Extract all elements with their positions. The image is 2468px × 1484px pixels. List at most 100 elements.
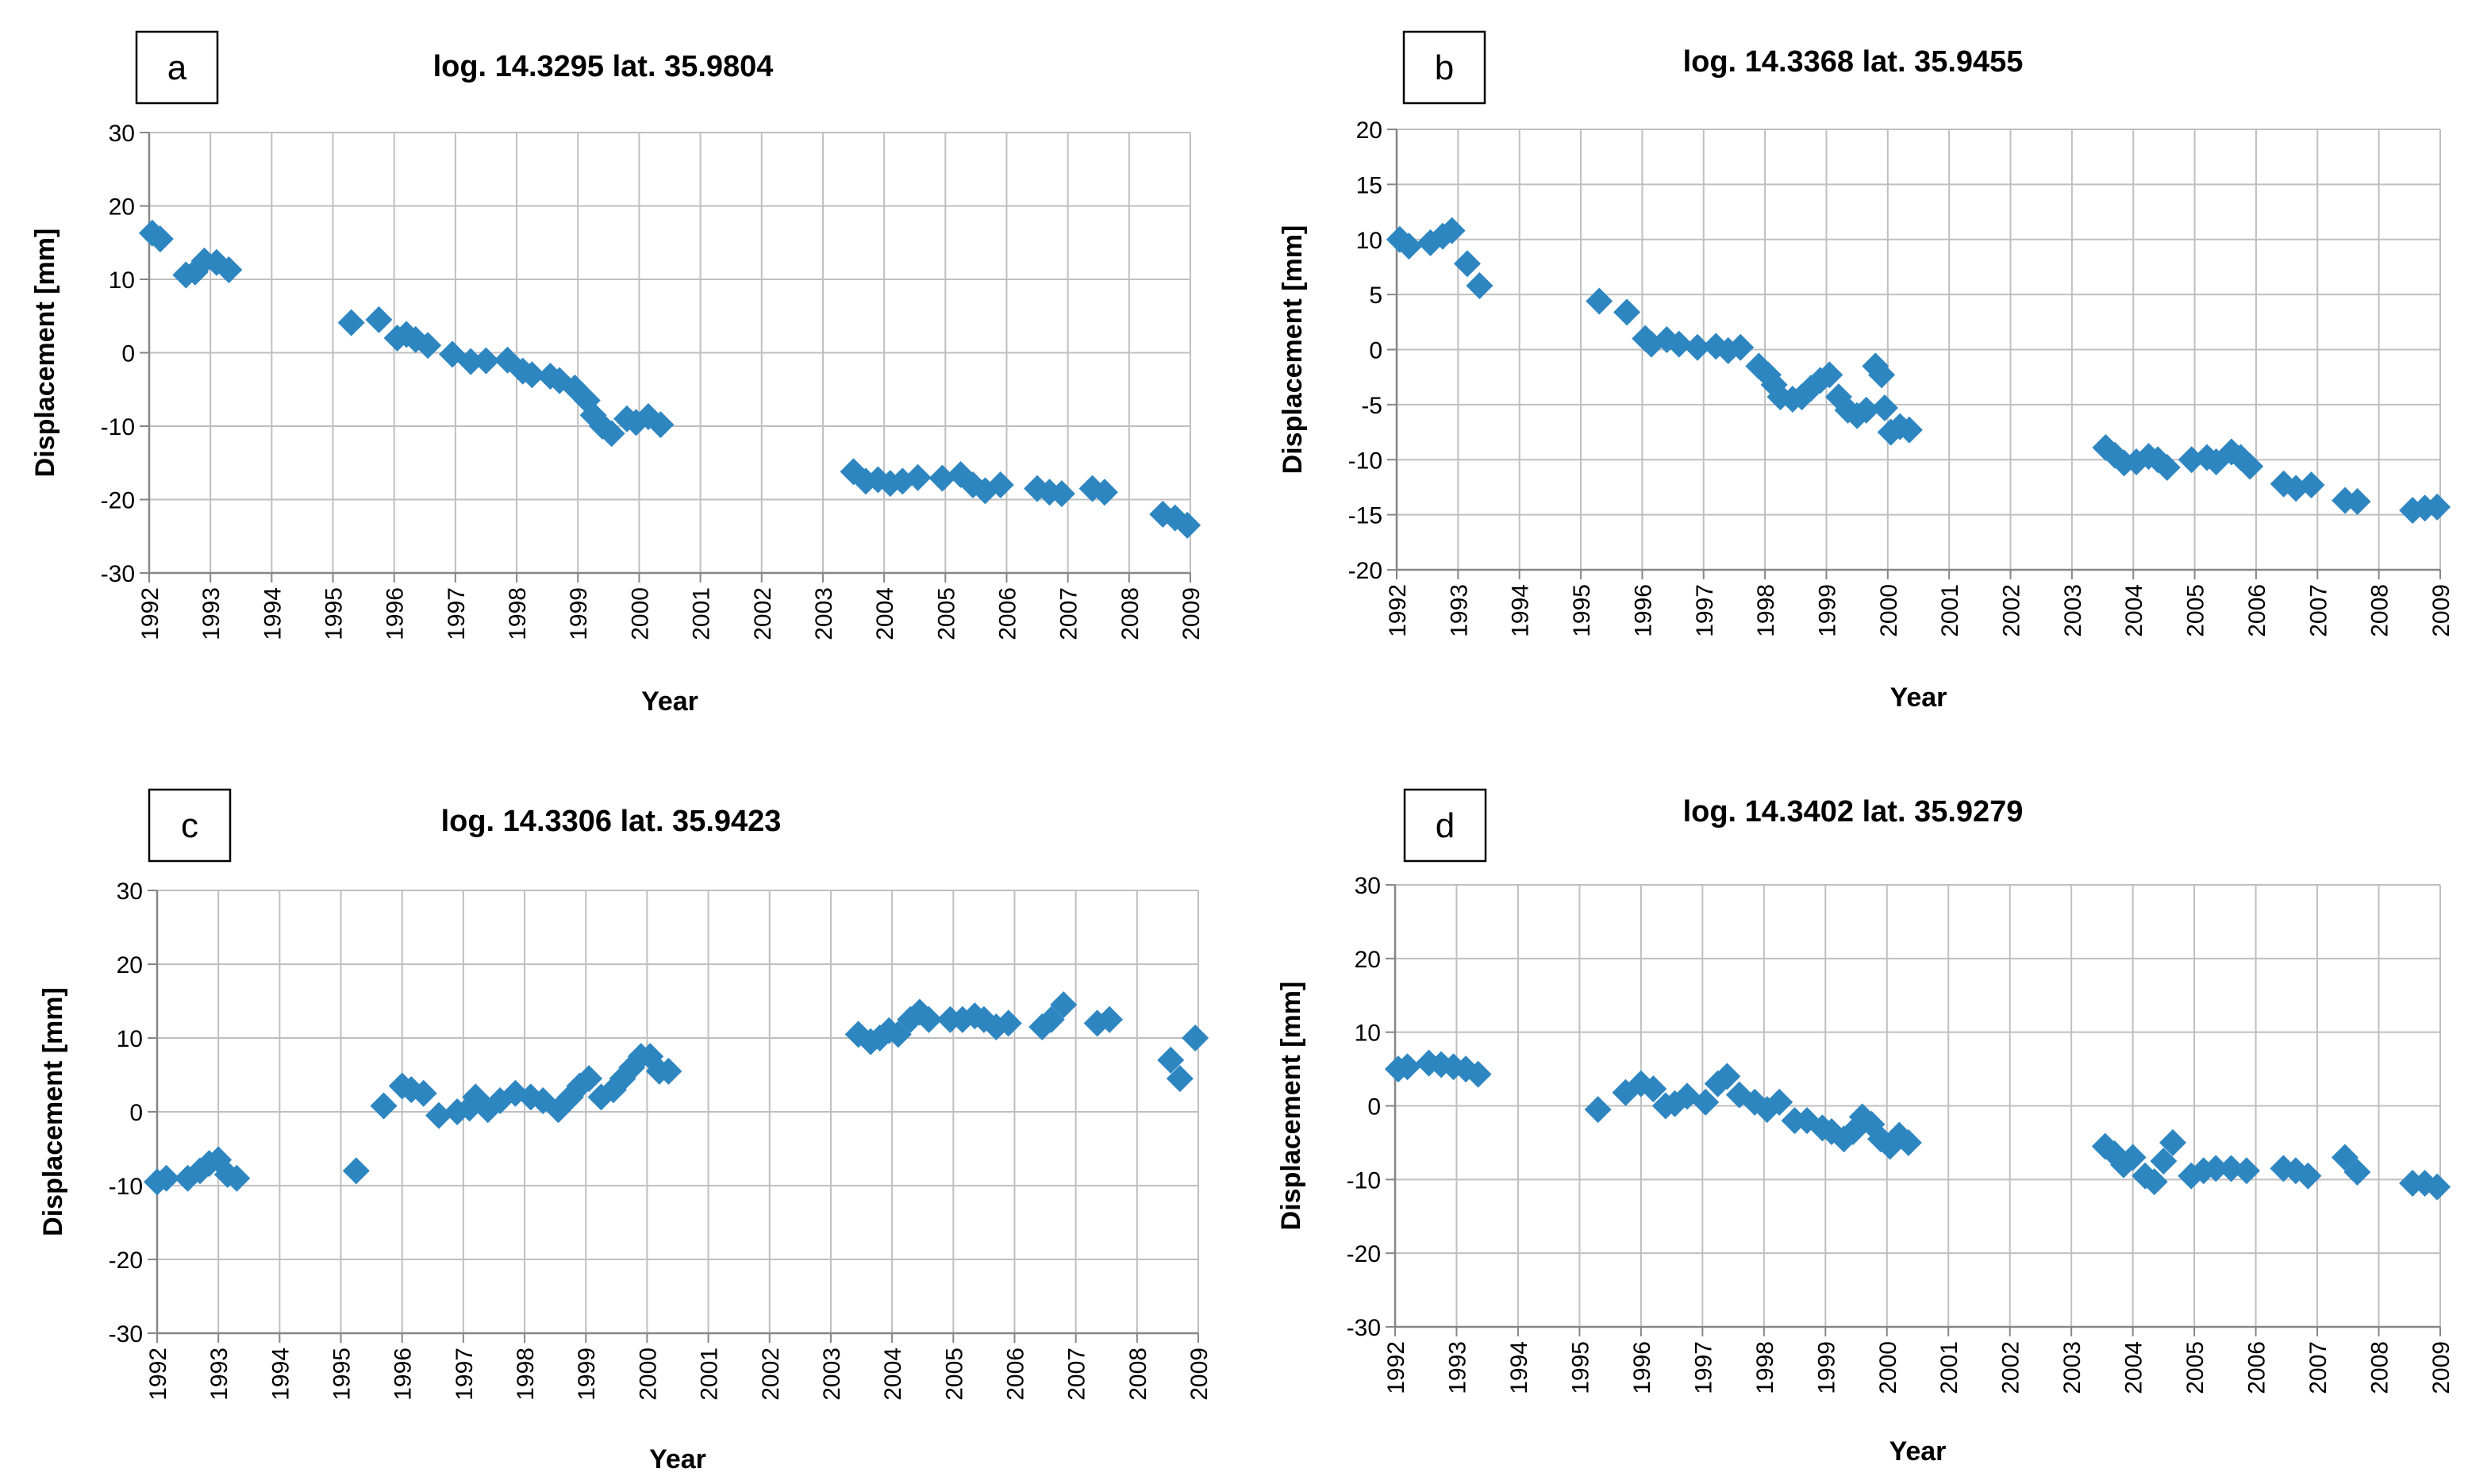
y-tick-label: 10 [1355,1021,1381,1047]
y-tick-label: -15 [1348,503,1382,529]
data-point [2227,444,2255,471]
scatter-chart-b: b log. 14.3368 lat. 35.9455 20 15 10 5 0 -5 -10 -… [1278,30,2455,713]
x-tick-label: 1999 [566,587,592,640]
data-point [2153,453,2181,481]
data-point [1704,1070,1732,1098]
x-tick-label: 2000 [1875,1341,1901,1394]
scatter-chart-a: a log. 14.3295 lat. 35.9804 30 20 10 0 -10 -20 -… [30,30,1205,717]
x-tick-label: 2002 [750,587,776,640]
y-axis-title: Displacement [mm] [1278,225,1308,475]
y-tick-label: -20 [1348,558,1382,584]
y-tick-label: 10 [1356,228,1382,254]
data-point [2123,448,2151,476]
data-point [1852,396,1880,424]
data-point [1584,1096,1612,1124]
data-point [1157,1046,1185,1074]
x-tick-label: 1993 [198,587,225,640]
y-tick-label: 10 [109,267,135,294]
y-tick-label: 20 [1356,117,1382,144]
data-point [655,1057,682,1085]
x-tick-label: 1998 [513,1348,539,1401]
y-tick-label: -10 [109,1174,143,1200]
data-point [2178,1162,2205,1190]
y-tick-label: 30 [117,878,143,905]
panel-label: d [1436,806,1455,845]
data-point [223,1164,251,1192]
data-point [1806,367,1834,394]
x-tick-label: 2008 [1117,587,1144,640]
y-tick-label: -20 [1347,1241,1381,1267]
x-tick-label: 2004 [872,587,898,640]
data-point [1182,1025,1209,1051]
x-tick-label: 2003 [2060,584,2086,637]
x-tick-label: 2006 [994,587,1021,640]
chart-title: log. 14.3402 lat. 35.9279 [1683,795,2024,829]
x-tick-label: 2006 [2244,584,2270,637]
data-point [518,361,546,389]
x-tick-label: 1998 [1752,1341,1778,1394]
y-tick-label: 0 [129,1100,143,1126]
data-point [1760,371,1788,398]
data-point [462,1083,490,1111]
x-axis-title: Year [649,1444,706,1474]
data-point [1816,361,1843,389]
data-point [365,306,393,333]
data-point [2217,1155,2245,1182]
data-point [2331,1144,2358,1171]
data-point [2236,452,2264,480]
data-point [1166,1065,1194,1093]
data-point [1386,225,1413,253]
data-point [1096,1005,1124,1033]
x-tick-label: 2005 [2183,584,2209,637]
data-point [1754,361,1782,389]
data-point [425,1101,453,1129]
x-tick-label: 2007 [1064,1348,1090,1401]
x-tick-label: 1995 [321,587,348,640]
x-axis-title: Year [1890,682,1947,713]
x-axis-title: Year [1889,1436,1947,1467]
data-point [1048,480,1075,508]
x-tick-label: 1993 [1446,584,1472,637]
data-point [1415,1049,1443,1077]
x-tick-label: 2004 [880,1348,906,1401]
data-point [342,1157,370,1185]
scatter-chart-c: c log. 14.3306 lat. 35.9423 30 20 10 0 -10 -20 -… [38,788,1213,1474]
x-tick-label: 1993 [1444,1341,1470,1394]
x-tick-label: 1995 [1569,584,1595,637]
data-point [1466,272,1493,300]
x-tick-label: 1992 [145,1348,171,1401]
data-point [566,1072,594,1100]
y-tick-label: 5 [1369,283,1382,309]
panel-label-box [148,788,232,863]
data-point [1653,326,1681,354]
data-point [884,1021,912,1048]
x-tick-label: 2002 [758,1348,784,1401]
x-tick-label: 2000 [1876,584,1902,637]
data-point [1727,333,1755,361]
x-tick-label: 1996 [390,1348,417,1401]
x-tick-label: 2009 [2428,1341,2455,1394]
data-point [337,309,365,336]
x-tick-label: 1992 [137,587,163,640]
chart-panel-b: b log. 14.3368 lat. 35.9455 20 15 10 5 0 -5 -10 -… [1242,0,2468,742]
data-point [575,1065,603,1093]
x-tick-label: 2009 [2428,584,2455,637]
x-tick-label: 2003 [819,1348,845,1401]
data-point [2294,1162,2322,1190]
data-point [1766,1088,1793,1116]
data-point [1174,511,1201,539]
data-point [529,1087,557,1115]
data-point [1627,1070,1655,1098]
x-tick-label: 1995 [329,1348,356,1401]
y-tick-label: -20 [101,488,135,514]
data-point [2282,475,2310,502]
data-point [1818,1117,1846,1145]
x-tick-label: 1999 [574,1348,600,1401]
data-point [1868,361,1896,389]
y-axis-title: Displacement [mm] [1276,982,1306,1231]
y-tick-label: -30 [101,561,135,587]
panel-label: a [167,48,187,87]
y-tick-label: 0 [1367,1094,1381,1121]
data-point [1834,396,1862,424]
data-point [2232,1157,2260,1185]
